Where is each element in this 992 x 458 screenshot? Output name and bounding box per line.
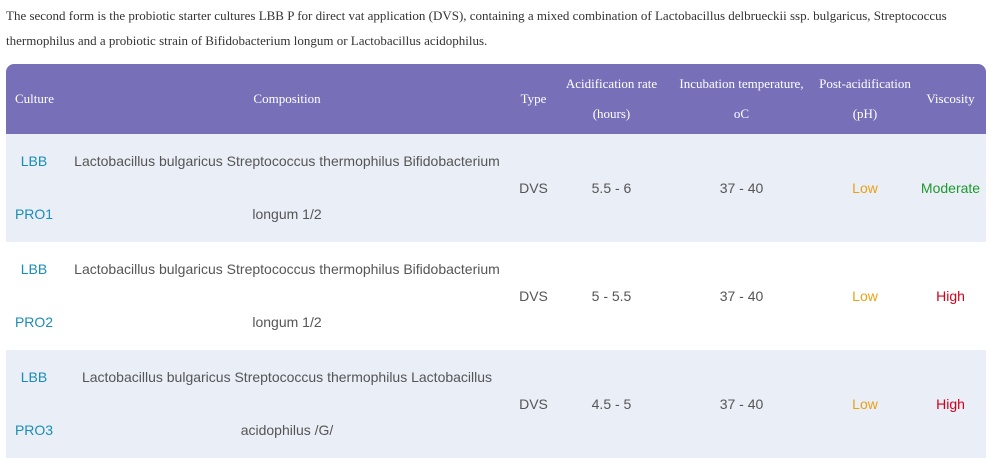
header-cell: Post-acidification (pH) — [815, 64, 915, 134]
table-body: LBB PRO1 Lactobacillus bulgaricus Strepto… — [6, 134, 986, 458]
cultures-table: Culture Composition Type Acidification rate… — [6, 64, 986, 458]
header-row: Culture Composition Type Acidification rate… — [6, 64, 986, 134]
table-cell: Low — [815, 242, 915, 350]
table-cell: High — [915, 350, 986, 458]
table-cell: 37 - 40 — [668, 350, 815, 458]
table-cell: DVS — [512, 134, 555, 242]
header-cell: Type — [512, 64, 555, 134]
table-row: LBB PRO1 Lactobacillus bulgaricus Strepto… — [6, 134, 986, 242]
table-cell: 37 - 40 — [668, 134, 815, 242]
table-cell: Low — [815, 350, 915, 458]
table-cell: Lactobacillus bulgaricus Streptococcus t… — [62, 350, 512, 458]
table-cell: LBB PRO2 — [6, 242, 62, 350]
table-cell: Lactobacillus bulgaricus Streptococcus t… — [62, 134, 512, 242]
table-cell: 37 - 40 — [668, 242, 815, 350]
table-cell: DVS — [512, 350, 555, 458]
table-cell: DVS — [512, 242, 555, 350]
table-cell: 4.5 - 5 — [555, 350, 668, 458]
table-row: LBB PRO2 Lactobacillus bulgaricus Strepto… — [6, 242, 986, 350]
table-cell: Lactobacillus bulgaricus Streptococcus t… — [62, 242, 512, 350]
table-cell: 5.5 - 6 — [555, 134, 668, 242]
intro-text: The second form is the probiotic starter… — [6, 8, 947, 48]
header-cell: Composition — [62, 64, 512, 134]
table-cell: 5 - 5.5 — [555, 242, 668, 350]
header-cell: Viscosity — [915, 64, 986, 134]
header-cell: Culture — [6, 64, 62, 134]
header-cell: Incubation temperature, oC — [668, 64, 815, 134]
table-cell: LBB PRO1 — [6, 134, 62, 242]
table-cell: Moderate — [915, 134, 986, 242]
table-row: LBB PRO3 Lactobacillus bulgaricus Strepto… — [6, 350, 986, 458]
header-cell: Acidification rate (hours) — [555, 64, 668, 134]
table-cell: LBB PRO3 — [6, 350, 62, 458]
table-cell: Low — [815, 134, 915, 242]
table-cell: High — [915, 242, 986, 350]
